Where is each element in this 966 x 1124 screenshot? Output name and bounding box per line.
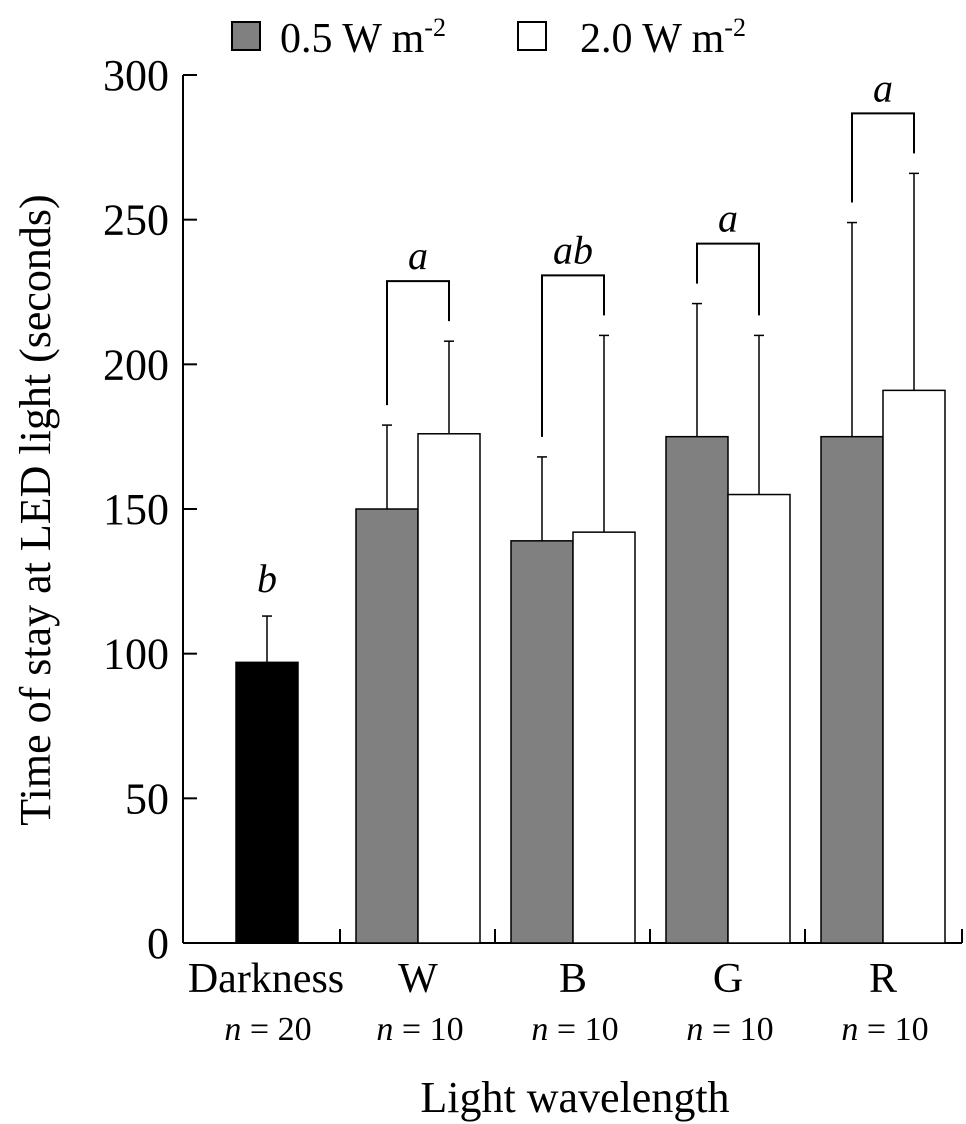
category-label: B <box>559 956 587 1002</box>
y-tick-label: 150 <box>103 485 169 534</box>
y-tick-label: 200 <box>103 340 169 389</box>
sample-size-label: n = 10 <box>686 1011 773 1048</box>
category-label: Darkness <box>188 956 344 1002</box>
significance-label: a <box>718 196 738 241</box>
legend-label-series-1: 0.5 W m-2 <box>280 13 446 62</box>
legend-superscript-series-2: -2 <box>724 13 746 42</box>
category-label: G <box>713 956 743 1002</box>
significance-label: a <box>873 65 893 110</box>
y-tick-label: 250 <box>103 196 169 245</box>
bar-series-2 <box>727 493 791 944</box>
sample-size-label: n = 20 <box>224 1011 311 1048</box>
significance-label: a <box>408 233 428 278</box>
y-tick-label: 50 <box>125 774 169 823</box>
y-axis: 0 50 100 150 200 250 300 <box>103 51 197 968</box>
legend-label-series-2: 2.0 W m-2 <box>580 13 746 62</box>
legend-superscript-series-1: -2 <box>424 13 446 42</box>
category-labels: Darkness n = 20 Wn = 10 Bn = 10 Gn = 10 Rn = … <box>188 956 929 1048</box>
sample-size-label: n = 10 <box>841 1011 928 1048</box>
plot-area: b a ab a a <box>235 65 946 944</box>
bar-series-1 <box>665 435 729 944</box>
bar-series-2 <box>572 531 636 944</box>
significance-bracket <box>386 280 450 406</box>
legend-swatch-series-1 <box>231 21 261 51</box>
legend-swatch-series-2 <box>517 21 547 51</box>
significance-bracket <box>541 274 605 437</box>
significance-label: ab <box>553 227 593 272</box>
y-tick-label: 100 <box>103 630 169 679</box>
category-label: R <box>869 956 897 1002</box>
significance-bracket <box>851 112 915 203</box>
sample-size-label: n = 10 <box>376 1011 463 1048</box>
bar-series-2 <box>882 389 946 944</box>
significance-bracket <box>696 242 760 316</box>
bar-series-1 <box>820 435 884 944</box>
bar-series-1 <box>510 540 574 944</box>
y-tick-label: 300 <box>103 51 169 100</box>
y-tick-label: 0 <box>147 919 169 968</box>
bar-darkness <box>235 661 299 944</box>
legend: 0.5 W m-2 2.0 W m-2 <box>231 13 746 62</box>
significance-label: b <box>257 556 277 601</box>
sample-size-label: n = 10 <box>531 1011 618 1048</box>
bar-series-2 <box>417 433 481 944</box>
category-label: W <box>398 956 438 1002</box>
y-axis-title: Time of stay at LED light (seconds) <box>11 194 60 825</box>
x-axis-title: Light wavelength <box>420 1073 729 1122</box>
bar-series-1 <box>355 508 419 944</box>
